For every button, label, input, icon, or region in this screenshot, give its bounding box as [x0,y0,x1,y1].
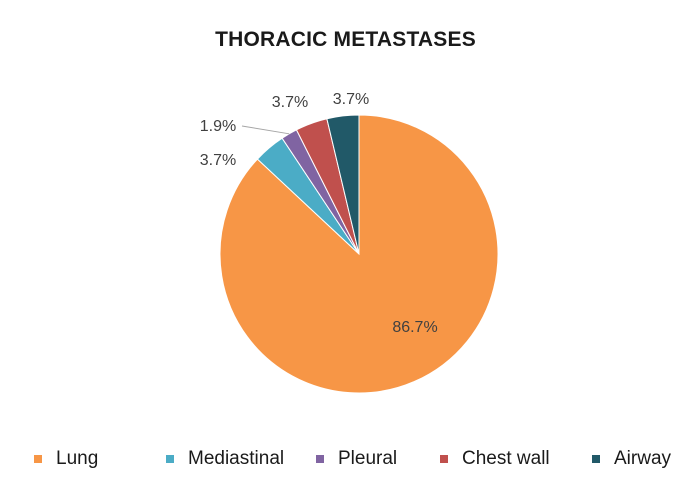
data-label-pleural: 1.9% [200,118,236,135]
data-labels: 86.7% 3.7% 1.9% 3.7% 3.7% [200,91,438,336]
data-label-lung: 86.7% [392,319,437,336]
legend-label-pleural: Pleural [338,448,398,469]
legend-swatch-lung [34,455,42,463]
pie-slice-airway [326,114,360,255]
legend-item-chest-wall: Chest wall [440,444,550,474]
legend-item-airway: Airway [592,444,671,474]
legend-swatch-mediastinal [166,455,174,463]
chart-title: THORACIC METASTASES [215,28,476,51]
legend-item-lung: Lung [34,444,98,474]
legend-label-lung: Lung [56,448,99,469]
data-label-chest-wall: 3.7% [272,94,308,111]
data-label-airway: 3.7% [333,91,369,108]
legend-label-chest-wall: Chest wall [462,448,550,469]
leader-line-pleural [241,125,290,135]
legend: Lung Mediastinal Pleural Chest wall Airw… [0,444,691,474]
leader-lines [241,125,290,135]
data-label-mediastinal: 3.7% [200,152,236,169]
legend-label-mediastinal: Mediastinal [188,448,285,469]
legend-swatch-airway [592,455,600,463]
pie-slices [219,114,499,394]
legend-item-mediastinal: Mediastinal [166,444,284,474]
legend-item-pleural: Pleural [316,444,397,474]
legend-label-airway: Airway [614,448,672,469]
legend-swatch-chest-wall [440,455,448,463]
legend-swatch-pleural [316,455,324,463]
